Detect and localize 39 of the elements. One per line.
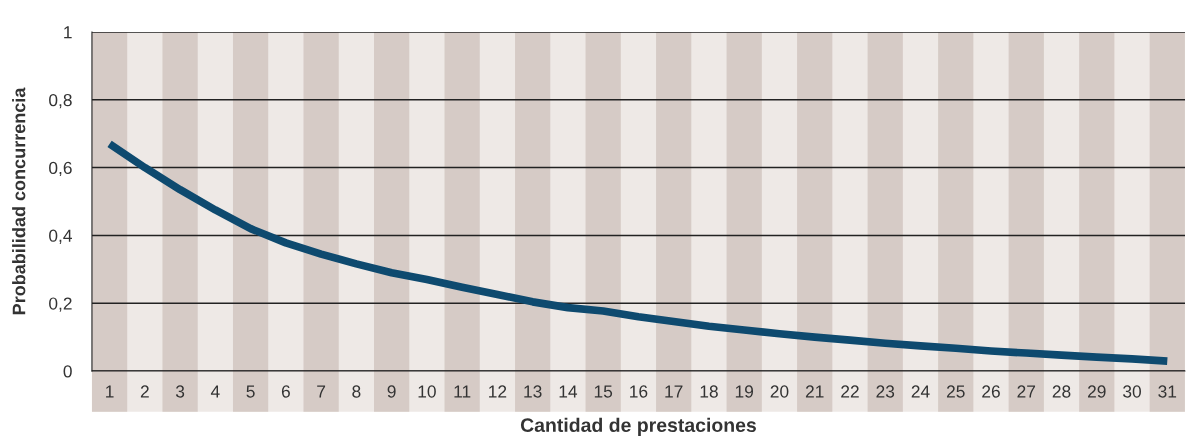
y-tick-label: 0,2 [49, 297, 72, 312]
x-tick-label: 7 [317, 385, 326, 398]
y-tick-label: 0,8 [49, 93, 72, 109]
y-tick-label: 0 [63, 365, 72, 378]
y-tick-label: 1 [64, 26, 72, 39]
x-tick-label: 23 [876, 385, 895, 398]
x-tick-label: 16 [630, 385, 648, 398]
x-tick-label: 19 [735, 385, 754, 398]
x-tick-label: 3 [175, 385, 185, 398]
x-tick-label: 9 [387, 385, 396, 398]
x-tick-label: 5 [246, 385, 255, 398]
y-axis-title: Probabilidad concurrencia [12, 87, 26, 315]
x-tick-label: 24 [911, 385, 930, 398]
x-tick-label: 28 [1052, 385, 1071, 398]
x-tick-label: 20 [770, 385, 789, 398]
y-tick-label: 0,6 [49, 161, 72, 177]
x-tick-label: 29 [1087, 385, 1106, 398]
x-tick-label: 6 [281, 385, 290, 398]
x-tick-label: 22 [841, 385, 859, 398]
x-tick-label: 12 [489, 385, 507, 398]
x-tick-label: 30 [1123, 385, 1141, 398]
x-tick-label: 8 [352, 385, 361, 398]
x-tick-label: 2 [140, 385, 149, 398]
x-tick-label: 11 [454, 385, 471, 398]
y-tick-label: 0,4 [49, 229, 72, 244]
x-tick-label: 27 [1017, 385, 1036, 398]
x-tick-label: 15 [594, 385, 613, 398]
x-tick-label: 26 [982, 385, 1000, 398]
x-tick-label: 18 [700, 385, 718, 398]
x-tick-label: 14 [559, 385, 578, 398]
x-tick-label: 4 [210, 385, 220, 398]
x-tick-label: 13 [524, 385, 542, 398]
x-tick-label: 17 [665, 385, 683, 398]
x-tick-label: 31 [1158, 385, 1177, 398]
x-tick-label: 21 [805, 385, 824, 398]
x-tick-label: 10 [418, 385, 436, 398]
x-tick-label: 25 [946, 385, 965, 398]
x-axis-title: Cantidad de prestaciones [520, 417, 756, 436]
x-tick-label: 1 [106, 385, 114, 398]
